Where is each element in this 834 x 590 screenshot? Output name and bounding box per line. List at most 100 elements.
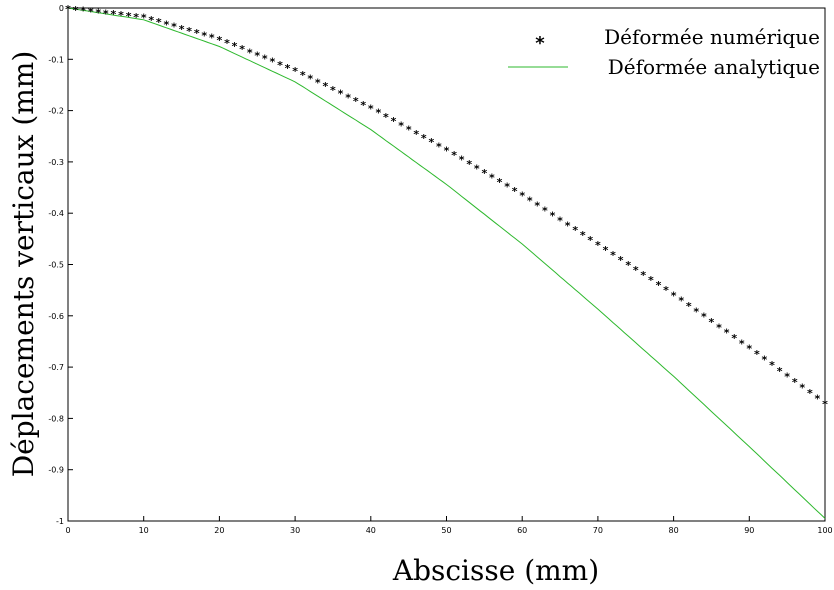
series-point-numerique: * xyxy=(451,149,457,162)
series-point-numerique: * xyxy=(239,43,245,56)
series-point-numerique: * xyxy=(111,8,117,21)
y-tick-label: -0.2 xyxy=(48,107,64,116)
series-point-numerique: * xyxy=(103,7,109,20)
y-tick-label: -0.6 xyxy=(48,312,64,321)
series-point-numerique: * xyxy=(186,25,192,38)
x-tick-label: 20 xyxy=(214,526,224,535)
series-point-numerique: * xyxy=(534,200,540,213)
series-point-numerique: * xyxy=(595,239,601,252)
series-point-numerique: * xyxy=(815,393,821,406)
series-point-numerique: * xyxy=(413,128,419,141)
series-point-numerique: * xyxy=(171,21,177,34)
series-point-numerique: * xyxy=(618,254,624,267)
series-point-numerique: * xyxy=(300,69,306,82)
series-point-numerique: * xyxy=(421,132,427,145)
series-point-numerique: * xyxy=(784,370,790,383)
y-tick-label: -0.9 xyxy=(48,466,64,475)
series-point-numerique: * xyxy=(201,29,207,42)
series-point-numerique: * xyxy=(731,332,737,345)
series-point-numerique: * xyxy=(497,176,503,189)
series-point-numerique: * xyxy=(701,311,707,324)
series-point-numerique: * xyxy=(489,172,495,185)
y-tick-label: -1 xyxy=(56,517,64,526)
series-point-numerique: * xyxy=(693,305,699,318)
x-tick-label: 40 xyxy=(366,526,376,535)
series-point-numerique: * xyxy=(769,359,775,372)
series-point-numerique: * xyxy=(88,6,94,19)
series-point-numerique: * xyxy=(330,84,336,97)
series-point-numerique: * xyxy=(724,327,730,340)
series-point-numerique: * xyxy=(73,4,79,17)
series-point-numerique: * xyxy=(648,274,654,287)
series-point-numerique: * xyxy=(633,264,639,277)
series-point-numerique: * xyxy=(792,376,798,389)
series-point-numerique: * xyxy=(307,73,313,86)
series-point-numerique: * xyxy=(436,140,442,153)
series-point-numerique: * xyxy=(398,119,404,132)
series-point-numerique: * xyxy=(217,34,223,47)
series-point-numerique: * xyxy=(610,249,616,262)
series-point-numerique: * xyxy=(247,46,253,59)
legend: * Déformée numérique Déformée analytique xyxy=(508,25,820,79)
series-point-numerique: * xyxy=(323,80,329,93)
series-point-numerique: * xyxy=(345,91,351,104)
series-point-numerique: * xyxy=(444,145,450,158)
series-point-numerique: * xyxy=(625,259,631,272)
series-point-numerique: * xyxy=(762,354,768,367)
series-point-numerique: * xyxy=(656,279,662,292)
series-point-numerique: * xyxy=(292,65,298,78)
series-point-numerique: * xyxy=(822,398,828,411)
series-point-numerique: * xyxy=(194,27,200,40)
series-point-numerique: * xyxy=(164,18,170,31)
x-tick-label: 60 xyxy=(517,526,527,535)
legend-label-analytique: Déformée analytique xyxy=(608,55,820,79)
series-point-numerique: * xyxy=(262,53,268,66)
x-tick-label: 100 xyxy=(817,526,832,535)
series-point-numerique: * xyxy=(799,381,805,394)
series-point-numerique: * xyxy=(603,244,609,257)
y-tick-label: 0 xyxy=(59,4,64,13)
series-point-numerique: * xyxy=(550,209,556,222)
x-ticks: 0 10 20 30 40 50 60 70 80 90 100 xyxy=(65,516,833,535)
series-point-numerique: * xyxy=(338,88,344,101)
series-point-numerique: * xyxy=(482,167,488,180)
x-tick-label: 0 xyxy=(65,526,70,535)
x-tick-label: 10 xyxy=(139,526,149,535)
y-tick-label: -0.7 xyxy=(48,363,64,372)
series-point-numerique: * xyxy=(232,40,238,53)
series-point-numerique: * xyxy=(179,23,185,36)
series-point-numerique: * xyxy=(368,103,374,116)
series-point-numerique: * xyxy=(807,387,813,400)
series-point-numerique: * xyxy=(565,219,571,232)
series-point-numerique: * xyxy=(360,99,366,112)
series-point-numerique: * xyxy=(572,224,578,237)
series-point-numerique: * xyxy=(156,16,162,29)
series-point-numerique: * xyxy=(512,185,518,198)
x-tick-label: 80 xyxy=(669,526,679,535)
series-point-numerique: * xyxy=(580,229,586,242)
y-axis-title: Déplacements verticaux (mm) xyxy=(7,51,40,478)
series-point-numerique: * xyxy=(587,234,593,247)
series-point-numerique: * xyxy=(254,49,260,62)
plot-area xyxy=(67,7,826,522)
series-point-numerique: * xyxy=(285,62,291,75)
series-point-numerique: * xyxy=(678,295,684,308)
series-point-numerique: * xyxy=(504,181,510,194)
series-point-numerique: * xyxy=(277,59,283,72)
series-point-numerique: * xyxy=(118,9,124,22)
series-point-numerique: * xyxy=(65,3,71,16)
series-point-numerique: * xyxy=(209,32,215,45)
series-point-numerique: * xyxy=(459,154,465,167)
series-point-numerique: * xyxy=(133,11,139,24)
x-tick-label: 90 xyxy=(744,526,754,535)
series-point-numerique: * xyxy=(391,115,397,128)
series-line-analytique xyxy=(67,7,826,519)
series-point-numerique: * xyxy=(542,205,548,218)
series-point-numerique: * xyxy=(126,10,132,23)
y-tick-label: -0.3 xyxy=(48,158,64,167)
series-point-numerique: * xyxy=(474,163,480,176)
series-point-numerique: * xyxy=(709,316,715,329)
series-point-numerique: * xyxy=(746,343,752,356)
y-tick-label: -0.4 xyxy=(48,209,64,218)
